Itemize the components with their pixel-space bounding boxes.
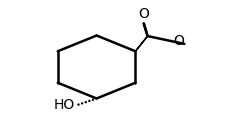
Text: HO: HO — [53, 98, 74, 112]
Polygon shape — [135, 36, 147, 51]
Text: O: O — [138, 7, 149, 21]
Text: O: O — [173, 34, 183, 48]
